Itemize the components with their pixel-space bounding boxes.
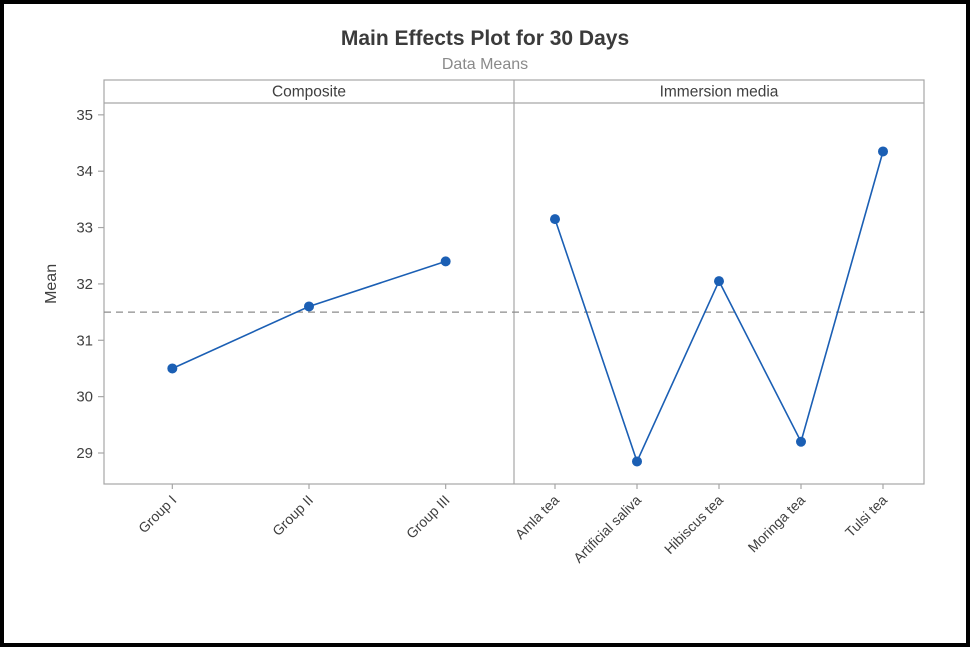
y-tick-label: 31 (76, 332, 93, 349)
y-tick-label: 29 (76, 445, 93, 462)
data-point (167, 363, 178, 374)
chart-subtitle: Data Means (441, 56, 529, 73)
data-point (440, 256, 451, 267)
series-line (554, 151, 884, 464)
y-tick-label: 34 (76, 163, 93, 180)
data-point (632, 456, 642, 467)
x-tick-label: Hibiscus tea (661, 492, 726, 557)
y-tick-label: 33 (76, 220, 93, 237)
panel-label: Composite (272, 84, 346, 101)
y-axis-label: Mean (43, 264, 60, 304)
x-tick-label: Group II (269, 492, 316, 539)
panel-label: Immersion media (660, 84, 779, 101)
x-tick-label: Group III (403, 492, 453, 542)
y-tick-label: 30 (76, 389, 93, 406)
data-point (714, 276, 724, 287)
x-tick-label: Artificial saliva (570, 492, 644, 566)
y-tick-label: 32 (76, 276, 93, 293)
data-point (550, 214, 560, 225)
data-point (796, 436, 806, 447)
x-tick-label: Tulsi tea (842, 492, 891, 541)
x-tick-label: Group I (135, 492, 179, 536)
x-tick-label: Amla tea (512, 492, 563, 543)
y-tick-label: 35 (76, 107, 93, 124)
main-effects-chart: 35 34 33 32 31 30 29 Mean Composite Group I Group … (43, 79, 925, 566)
data-point (878, 146, 888, 157)
x-tick-label: Moringa tea (745, 492, 809, 556)
chart-title: Main Effects Plot for 30 Days (340, 27, 630, 50)
data-point (304, 301, 314, 312)
series-line (172, 260, 446, 370)
